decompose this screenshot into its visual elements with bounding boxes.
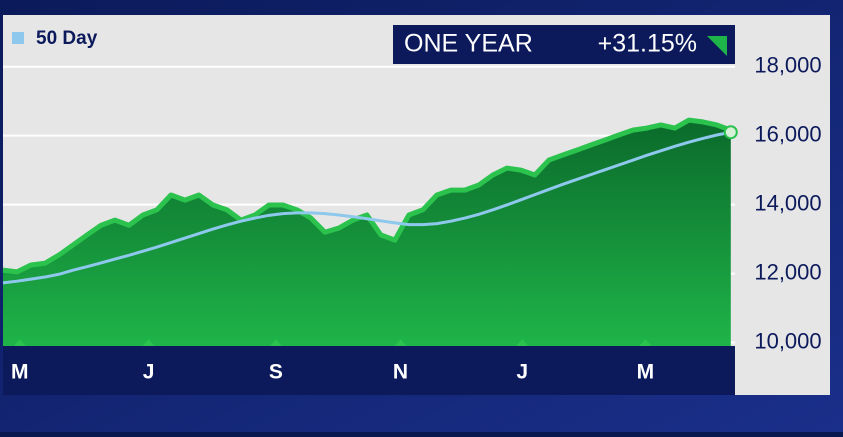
area-outline (2, 117, 732, 275)
x-tick-label: N (393, 361, 408, 384)
badge (393, 25, 735, 64)
badge-label: ONE YEAR (404, 30, 533, 58)
y-tick-label: 18,000 (754, 53, 821, 78)
moving-average-line (2, 130, 732, 285)
y-tick-label: 10,000 (754, 328, 821, 353)
legend-swatch (12, 32, 24, 44)
y-tick-label: 12,000 (754, 259, 821, 284)
y-tick-label: 14,000 (754, 190, 821, 215)
area (3, 120, 731, 346)
y-tick-label: 16,000 (754, 121, 821, 146)
x-tick-label: J (516, 361, 528, 384)
x-tick-mark (13, 339, 26, 346)
x-tick-label: J (143, 361, 155, 384)
x-tick-label: M (637, 361, 655, 384)
x-tick-label: S (269, 361, 283, 384)
x-tick-mark (516, 339, 529, 346)
x-tick-label: M (11, 361, 29, 384)
legend-label: 50 Day (36, 28, 98, 49)
x-tick-mark (394, 339, 407, 346)
x-axis-band (3, 346, 735, 395)
x-tick-mark (639, 339, 652, 346)
x-tick-mark (269, 339, 282, 346)
end-marker (723, 125, 738, 140)
badge-arrow (707, 36, 727, 56)
badge-change: +31.15% (598, 30, 697, 58)
x-tick-mark (142, 339, 155, 346)
